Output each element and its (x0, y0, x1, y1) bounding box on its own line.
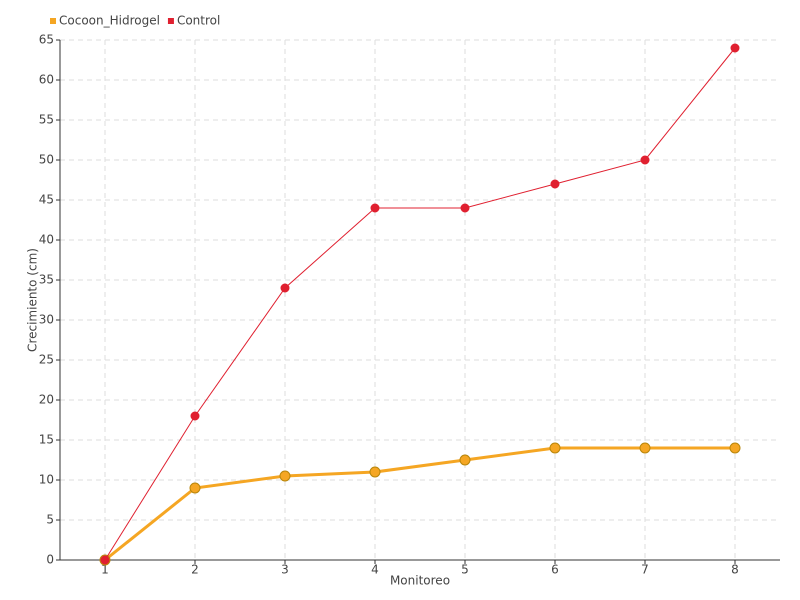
legend-swatch (167, 18, 174, 24)
data-point (369, 466, 381, 478)
y-tick-label: 45 (39, 193, 54, 207)
data-point (279, 470, 291, 482)
x-tick-label: 8 (731, 563, 739, 577)
x-tick-label: 3 (281, 563, 289, 577)
y-tick-label: 10 (39, 473, 54, 487)
y-tick-label: 25 (39, 353, 54, 367)
x-tick-label: 1 (101, 563, 109, 577)
x-tick-label: 4 (371, 563, 379, 577)
y-tick-label: 60 (39, 73, 54, 87)
data-point (639, 442, 651, 454)
data-point (550, 179, 560, 189)
y-tick-label: 15 (39, 433, 54, 447)
data-point (460, 203, 470, 213)
data-point (189, 482, 201, 494)
y-tick-label: 35 (39, 273, 54, 287)
y-tick-label: 20 (39, 393, 54, 407)
y-tick-label: 55 (39, 113, 54, 127)
y-tick-label: 50 (39, 153, 54, 167)
series-line (104, 446, 735, 562)
y-tick-label: 30 (39, 313, 54, 327)
data-point (459, 454, 471, 466)
x-axis-label: Monitoreo (390, 574, 450, 588)
data-point (370, 203, 380, 213)
x-tick-label: 5 (461, 563, 469, 577)
data-point (729, 442, 741, 454)
data-point (640, 155, 650, 165)
x-tick-label: 2 (191, 563, 199, 577)
y-axis-label: Crecimiento (cm) (26, 248, 40, 352)
y-tick-label: 0 (46, 553, 54, 567)
x-tick-label: 6 (551, 563, 559, 577)
data-point (549, 442, 561, 454)
series-line (104, 47, 736, 561)
x-tick-label: 7 (641, 563, 649, 577)
data-point (190, 411, 200, 421)
legend-label: Control (177, 14, 220, 28)
y-tick-label: 40 (39, 233, 54, 247)
legend-label: Cocoon_Hidrogel (59, 14, 160, 28)
legend-swatch (50, 18, 56, 24)
data-point (280, 283, 290, 293)
y-tick-label: 5 (46, 513, 54, 527)
data-point (100, 555, 110, 565)
data-point (730, 43, 740, 53)
y-tick-label: 65 (39, 33, 54, 47)
